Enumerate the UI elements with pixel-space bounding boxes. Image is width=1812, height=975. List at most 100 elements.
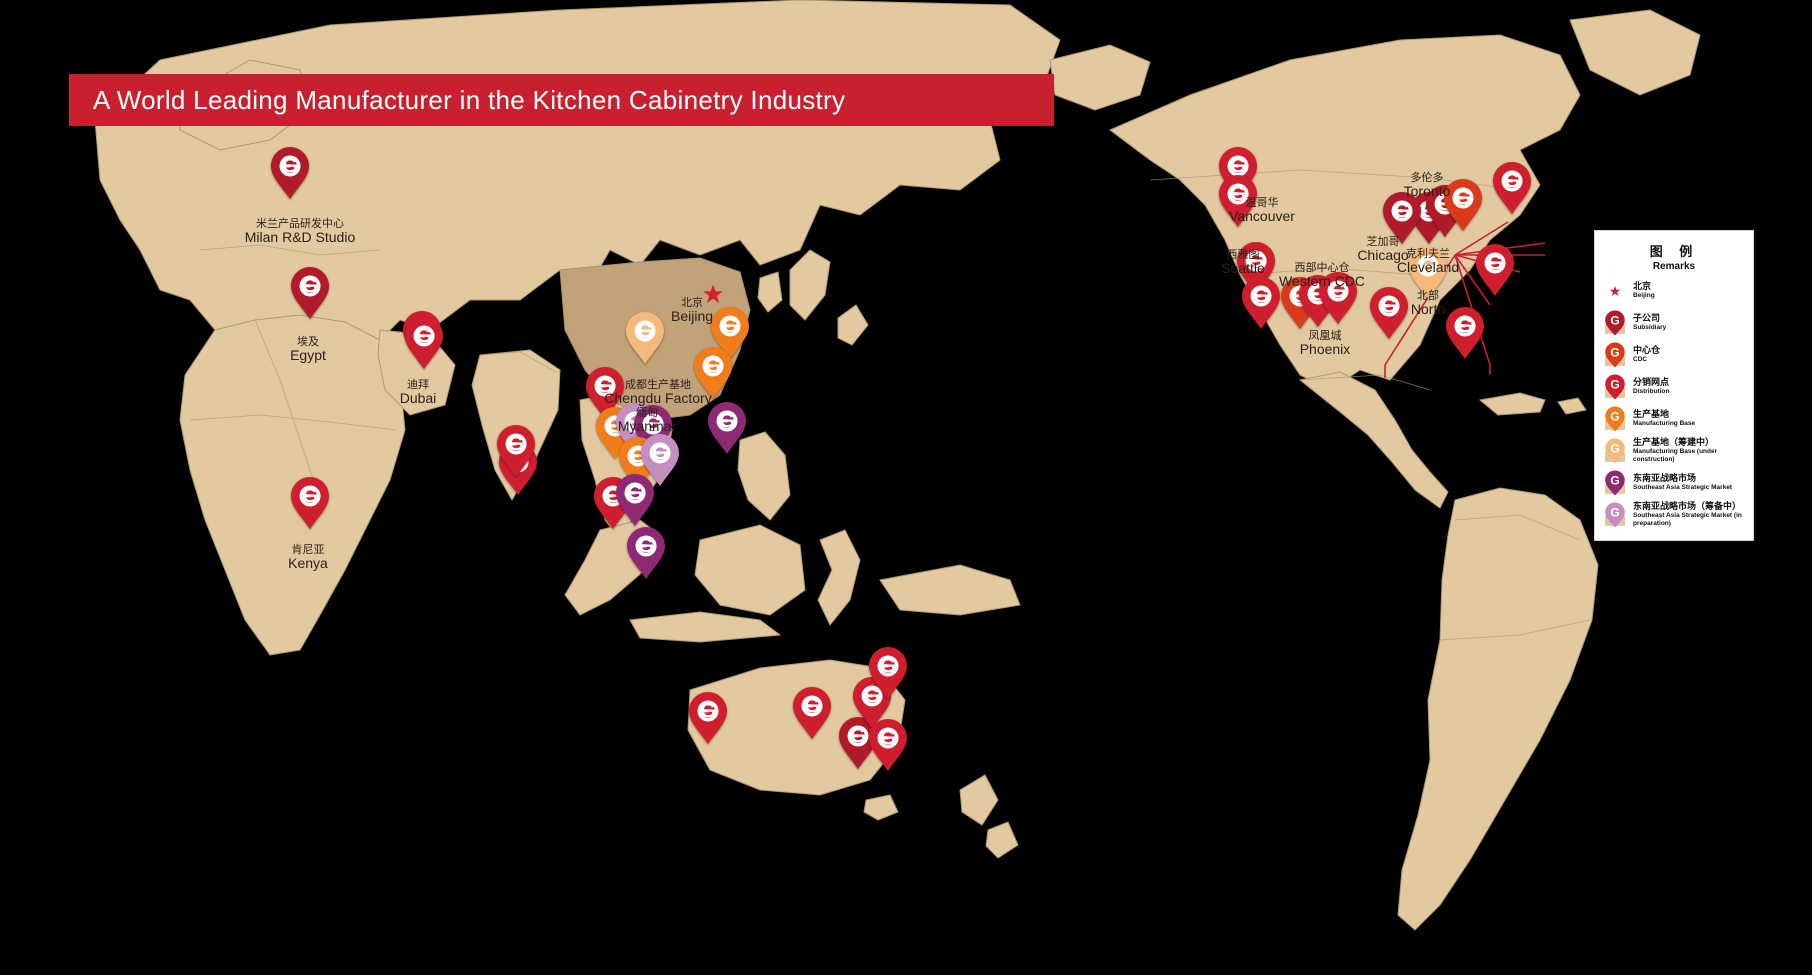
legend-label-4: 生产基地 Manufacturing Base [1633,410,1695,428]
marker-perth[interactable]: G [688,691,728,745]
legend-label-5: 生产基地（筹建中） Manufacturing Base (under const… [1633,438,1745,464]
marker-melbourne[interactable]: G [838,716,878,770]
marker-milan[interactable]: G [270,146,310,200]
label-phoenix-cn: 凤凰城 [1308,329,1342,342]
label-milan-en: Milan R&D Studio [244,228,356,245]
legend-label-2: 中心仓 CDC [1633,346,1660,364]
label-phoenix-en: Phoenix [1299,340,1351,357]
label-egypt-cn: 埃及 [297,335,319,348]
svg-text:G: G [1381,295,1397,318]
marker-losangeles[interactable]: G [1241,276,1281,330]
svg-text:G: G [597,375,613,398]
marker-cleveland-2[interactable]: G [1443,178,1483,232]
legend-label-0: 北京 Beijing [1633,282,1655,300]
legend-row-7: G 东南亚战略市场（筹备中） Southeast Asia Strategic Ma… [1603,502,1745,528]
marker-kenya[interactable]: G [290,476,330,530]
legend-label-3: 分销网点 Distribution [1633,378,1669,396]
marker-tasmania[interactable]: G [868,718,908,772]
marker-pakistan[interactable]: G [404,316,444,370]
legend-label-cn-6: 东南亚战略市场 [1633,473,1697,484]
marker-chicago[interactable]: G [1382,191,1422,245]
legend-panel: 图 例 Remarks ★ 北京 Beijing G 子公司 Subsidiary G 中心仓… [1594,230,1754,541]
page-title: A World Leading Manufacturer in the Kitc… [93,84,846,115]
legend-title: 图 例 Remarks [1603,241,1745,272]
svg-text:G: G [880,655,896,678]
label-kenya-cn: 肯尼亚 [291,543,325,556]
marker-philippines[interactable]: G [707,401,747,455]
svg-text:G: G [804,695,820,718]
label-beijing-en: Beijing [670,307,714,324]
legend-row-6: G 东南亚战略市场 Southeast Asia Strategic Market [1603,470,1745,496]
legend-row-1: G 子公司 Subsidiary [1603,310,1745,336]
svg-text:G: G [864,685,880,708]
svg-text:G: G [880,727,896,750]
svg-text:G: G [1610,378,1619,392]
marker-atlanta[interactable]: G [1369,286,1409,340]
pin-icon: G [1603,310,1627,336]
marker-boston[interactable]: G [1475,243,1515,297]
label-egypt: 埃及 Egypt [290,336,326,362]
legend-label-en-0: Beijing [1633,292,1655,300]
label-phoenix: 凤凰城 Phoenix [1300,330,1351,356]
svg-text:G: G [1330,280,1346,303]
marker-sydney[interactable]: G [868,646,908,700]
legend-rows: ★ 北京 Beijing G 子公司 Subsidiary G 中心仓 CDC G 分销网点 Dist… [1603,278,1745,528]
svg-text:G: G [416,325,432,348]
legend-label-cn-2: 中心仓 [1633,345,1661,356]
svg-text:G: G [1230,155,1246,178]
marker-china-east-2[interactable]: G [693,346,733,400]
label-chicago-en: Chicago [1357,246,1409,263]
svg-text:G: G [1610,506,1619,520]
marker-china-east-1[interactable]: G [710,306,750,360]
svg-text:G: G [1420,255,1436,278]
legend-title-en: Remarks [1652,261,1696,272]
svg-text:G: G [1487,252,1503,275]
svg-text:G: G [637,320,653,343]
legend-title-cn: 图 例 [1649,245,1699,260]
svg-text:G: G [652,442,668,465]
legend-row-3: G 分销网点 Distribution [1603,374,1745,400]
legend-label-en-6: Southeast Asia Strategic Market [1633,484,1733,492]
marker-malaysia-2[interactable]: G [615,473,655,527]
marker-phoenix-2[interactable]: G [1318,271,1358,325]
marker-newyork[interactable]: G [1492,161,1532,215]
marker-adelaide[interactable]: G [792,686,832,740]
legend-label-cn-4: 生产基地 [1633,409,1670,420]
svg-text:G: G [1230,183,1246,206]
pin-icon: G [1603,502,1627,528]
legend-label-6: 东南亚战略市场 Southeast Asia Strategic Market [1633,474,1732,492]
marker-north[interactable]: G [1408,246,1448,300]
svg-text:G: G [627,482,643,505]
label-milan-cn: 米兰产品研发中心 [256,217,344,230]
legend-label-7: 东南亚战略市场（筹备中） Southeast Asia Strategic Mar… [1633,502,1745,528]
svg-text:G: G [302,485,318,508]
svg-text:G: G [638,535,654,558]
marker-miami[interactable]: G [1445,306,1485,360]
svg-text:G: G [1610,346,1619,360]
marker-india-south[interactable]: G [496,424,536,478]
legend-row-2: G 中心仓 CDC [1603,342,1745,368]
pin-icon: G [1603,374,1627,400]
label-milan: 米兰产品研发中心 Milan R&D Studio [245,218,356,244]
pin-icon: G [1603,406,1627,432]
marker-cambodia-2[interactable]: G [640,433,680,487]
legend-label-cn-7: 东南亚战略市场（筹备中） [1633,502,1742,513]
label-north-en: North [1410,300,1446,317]
marker-vancouver-2[interactable]: G [1218,174,1258,228]
marker-egypt[interactable]: G [290,266,330,320]
legend-label-en-2: CDC [1633,356,1648,364]
svg-text:G: G [1504,170,1520,193]
label-dubai-en: Dubai [399,389,437,406]
svg-text:G: G [1610,314,1619,328]
legend-label-cn-0: 北京 [1633,281,1652,292]
marker-indonesia[interactable]: G [626,526,666,580]
beijing-star-icon: ★ [701,279,725,309]
label-kenya-en: Kenya [288,554,328,571]
marker-myanmar[interactable]: G [585,366,625,420]
pin-icon: G [1603,342,1627,368]
star-icon: ★ [1608,283,1622,299]
svg-text:G: G [1248,250,1264,273]
marker-chengdu[interactable]: G [625,311,665,365]
svg-text:G: G [1610,442,1619,456]
